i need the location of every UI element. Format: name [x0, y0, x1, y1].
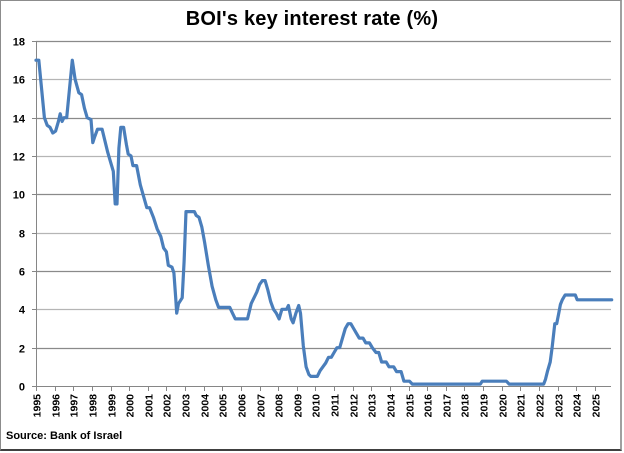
x-tick-label: 2008: [274, 394, 286, 418]
x-tick-label: 2013: [367, 394, 379, 418]
y-tick-label: 0: [19, 382, 25, 394]
x-tick-label: 2015: [405, 394, 417, 418]
interest-rate-line: [34, 58, 614, 386]
x-tick-label: 2020: [498, 394, 510, 418]
y-tick-label: 18: [13, 37, 25, 49]
y-tick-label: 8: [19, 229, 25, 241]
x-tick-label: 1998: [88, 394, 100, 418]
y-tick-label: 4: [19, 305, 26, 317]
x-tick-label: 2003: [181, 394, 193, 418]
x-tick-label: 1996: [51, 394, 63, 418]
x-tick-label: 2021: [516, 394, 528, 418]
x-tick-label: 2006: [237, 394, 249, 418]
y-tick-label: 12: [13, 152, 25, 164]
x-tick-label: 2010: [311, 394, 323, 418]
x-tick-label: 2024: [572, 394, 584, 418]
x-tick-label: 2011: [330, 394, 342, 417]
x-tick-label: 2019: [479, 394, 491, 418]
x-tick-label: 2022: [535, 394, 547, 418]
chart-title: BOI's key interest rate (%): [185, 8, 439, 30]
y-tick-label: 14: [13, 114, 26, 126]
y-tick-label: 6: [19, 267, 25, 279]
x-tick-label: 1995: [32, 394, 44, 418]
x-tick-label: 2012: [349, 394, 361, 418]
x-tick-label: 1999: [107, 394, 119, 418]
x-tick-label: 2018: [460, 394, 472, 418]
x-tick-label: 2009: [293, 394, 305, 418]
x-tick-label: 2002: [162, 394, 174, 418]
y-tick-label: 2: [19, 344, 25, 356]
x-tick-label: 2016: [423, 394, 435, 418]
source-note: Source: Bank of Israel: [6, 430, 123, 442]
x-tick-label: 2007: [256, 394, 268, 418]
y-tick-label: 16: [13, 75, 25, 87]
x-tick-label: 2004: [200, 394, 212, 418]
y-tick-label: 10: [13, 190, 25, 202]
x-tick-label: 2014: [386, 394, 398, 418]
x-tick-label: 2025: [591, 394, 603, 418]
x-tick-label: 2017: [442, 394, 454, 418]
x-tick-label: 2023: [554, 394, 566, 418]
x-tick-label: 2005: [218, 394, 230, 418]
x-tick-label: 2001: [144, 394, 156, 418]
x-tick-label: 1997: [69, 394, 81, 418]
x-tick-label: 2000: [125, 394, 137, 418]
